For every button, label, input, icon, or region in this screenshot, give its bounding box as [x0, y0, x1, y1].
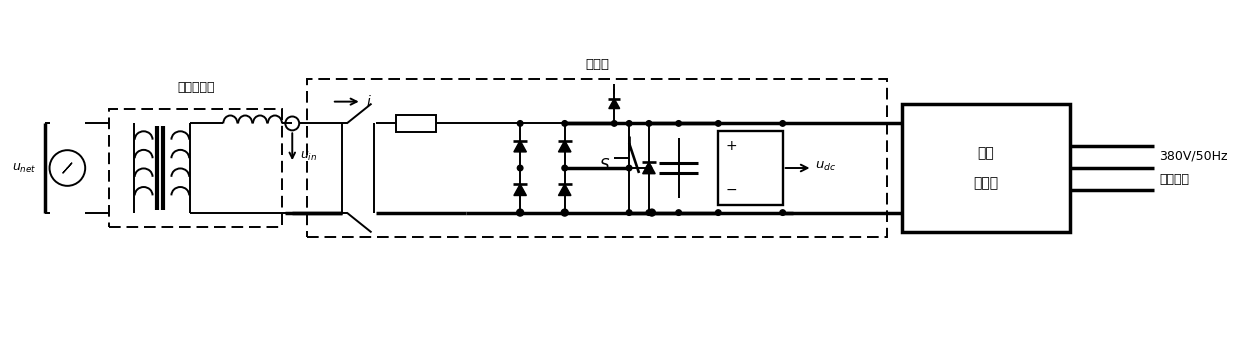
Circle shape	[646, 165, 652, 171]
Polygon shape	[513, 141, 527, 152]
Text: $u_{net}$: $u_{net}$	[12, 162, 37, 174]
Circle shape	[562, 165, 568, 171]
Text: −: −	[725, 183, 737, 197]
Circle shape	[562, 209, 568, 216]
Circle shape	[517, 165, 523, 171]
Text: 整流器: 整流器	[585, 58, 609, 71]
Circle shape	[676, 121, 682, 126]
Circle shape	[562, 121, 568, 126]
Circle shape	[646, 121, 652, 126]
Text: +: +	[725, 139, 737, 153]
Circle shape	[715, 210, 720, 215]
Circle shape	[611, 121, 618, 126]
Polygon shape	[558, 184, 570, 195]
Polygon shape	[609, 99, 620, 108]
Circle shape	[626, 210, 632, 215]
Circle shape	[649, 209, 656, 216]
Text: $u_{in}$: $u_{in}$	[300, 150, 317, 163]
Text: 交流输出: 交流输出	[1159, 173, 1189, 186]
Circle shape	[676, 210, 682, 215]
Circle shape	[715, 121, 720, 126]
Circle shape	[780, 210, 785, 215]
FancyBboxPatch shape	[901, 104, 1070, 233]
Text: $i$: $i$	[366, 94, 371, 109]
Circle shape	[780, 121, 785, 126]
Text: $u_{dc}$: $u_{dc}$	[816, 160, 837, 173]
Circle shape	[517, 209, 523, 216]
Circle shape	[517, 121, 523, 126]
Circle shape	[646, 210, 652, 215]
Polygon shape	[558, 141, 570, 152]
Circle shape	[626, 165, 632, 171]
Text: $S$: $S$	[599, 157, 610, 173]
Text: 逆变器: 逆变器	[973, 176, 998, 190]
Polygon shape	[513, 184, 527, 195]
Text: 三相: 三相	[977, 146, 994, 160]
Circle shape	[626, 121, 632, 126]
Text: 牵引变压器: 牵引变压器	[177, 81, 215, 94]
Polygon shape	[642, 162, 655, 174]
Text: 380V/50Hz: 380V/50Hz	[1159, 150, 1228, 163]
